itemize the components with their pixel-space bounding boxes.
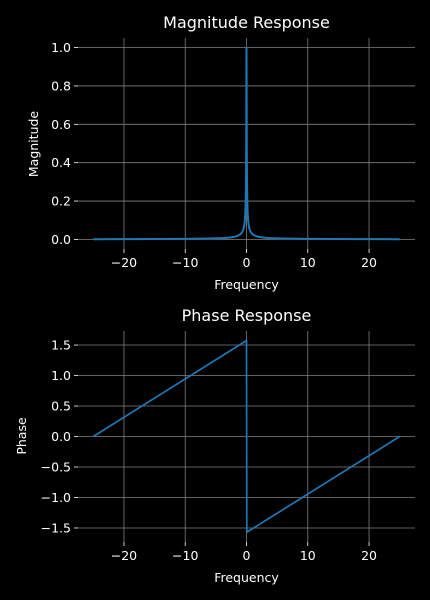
phase-ytick-label: 0.0 <box>51 429 71 444</box>
phase-xtick-label: −20 <box>111 548 137 563</box>
magnitude-title: Magnitude Response <box>163 13 330 32</box>
phase-ticks: −20 −10 0 10 20 −1.5 −1.0 −0.5 0.0 0.5 1.0 1.5 <box>41 338 377 563</box>
phase-ytick-label: −1.0 <box>41 490 71 505</box>
magnitude-xtick-label: 20 <box>361 255 377 270</box>
phase-ytick-label: −1.5 <box>41 520 71 535</box>
phase-xlabel: Frequency <box>214 570 279 585</box>
magnitude-ticks: −20 −10 0 10 20 0.0 0.2 0.4 0.6 0.8 1.0 <box>51 40 377 270</box>
phase-ytick-label: 1.5 <box>51 338 71 353</box>
magnitude-ytick-label: 1.0 <box>51 40 71 55</box>
magnitude-ylabel: Magnitude <box>26 111 41 178</box>
phase-xtick-label: 10 <box>300 548 316 563</box>
magnitude-ytick-label: 0.8 <box>51 78 71 93</box>
phase-xtick-label: 20 <box>361 548 377 563</box>
phase-line <box>92 339 401 534</box>
phase-chart: Phase Response −20 −10 0 10 20 −1.5 −1.0 −0.5 0.… <box>14 306 415 585</box>
magnitude-xtick-label: 10 <box>300 255 316 270</box>
phase-ytick-label: 1.0 <box>51 368 71 383</box>
phase-xtick-label: −10 <box>172 548 198 563</box>
magnitude-chart: Magnitude Response −20 −10 0 10 20 0.0 0.2 0.4 0… <box>26 13 415 292</box>
phase-ytick-label: 0.5 <box>51 399 71 414</box>
phase-title: Phase Response <box>182 306 312 325</box>
magnitude-ytick-label: 0.6 <box>51 117 71 132</box>
magnitude-ytick-label: 0.2 <box>51 194 71 209</box>
phase-ylabel: Phase <box>14 417 29 455</box>
magnitude-xtick-label: −10 <box>172 255 198 270</box>
phase-ytick-label: −0.5 <box>41 459 71 474</box>
magnitude-xlabel: Frequency <box>214 277 279 292</box>
magnitude-xtick-label: 0 <box>243 255 251 270</box>
magnitude-line <box>93 46 400 241</box>
magnitude-ytick-label: 0.0 <box>51 232 71 247</box>
phase-xtick-label: 0 <box>243 548 251 563</box>
magnitude-xtick-label: −20 <box>111 255 137 270</box>
magnitude-ytick-label: 0.4 <box>51 155 71 170</box>
